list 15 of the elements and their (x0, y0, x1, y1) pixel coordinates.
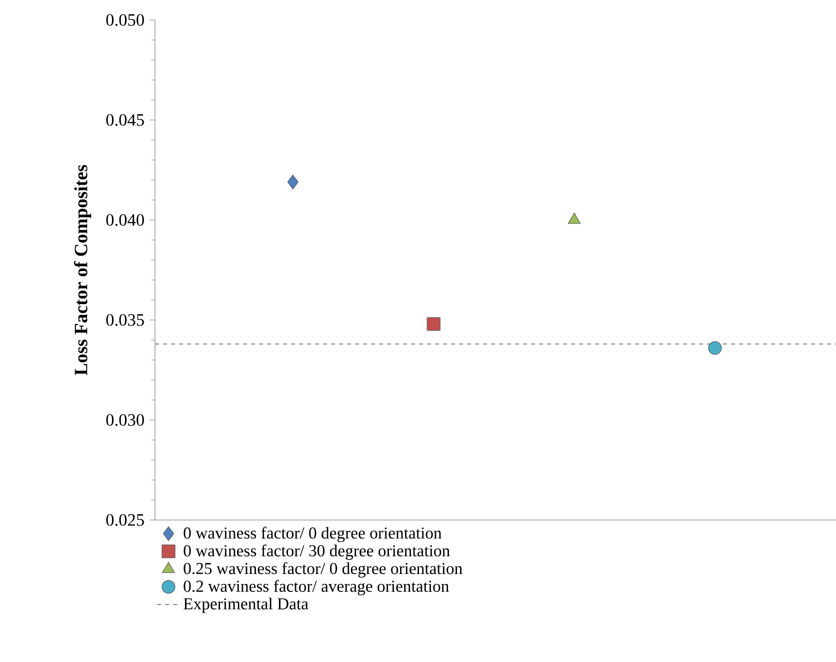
legend-label: 0 waviness factor/ 0 degree orientation (184, 526, 442, 542)
y-tick-label: 0.045 (106, 114, 144, 126)
legend-label: 0 waviness factor/ 30 degree orientation (184, 544, 450, 560)
y-tick-label: 0.050 (106, 14, 144, 26)
y-tick-label: 0.040 (106, 214, 144, 226)
point (426, 317, 440, 331)
y-tick-label: 0.035 (106, 314, 144, 326)
y-axis-title: Loss Factor of Composites (74, 164, 92, 376)
legend-label: 0.25 waviness factor/ 0 degree orientation (184, 562, 462, 578)
point (287, 174, 298, 190)
legend-label: Experimental Data (184, 598, 308, 613)
point (708, 341, 722, 355)
y-tick-label: 0.030 (106, 414, 144, 426)
y-tick-label: 0.025 (106, 514, 144, 526)
legend-label: 0.2 waviness factor/ average orientation (184, 580, 449, 596)
